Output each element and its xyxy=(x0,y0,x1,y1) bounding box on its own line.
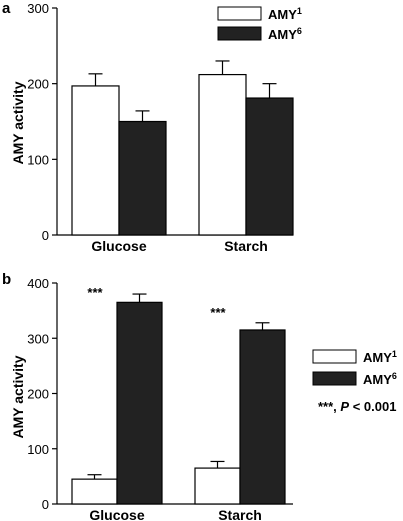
panel-a-bars xyxy=(71,60,294,236)
panel-b-y-axis-label: AMY activity xyxy=(10,355,26,438)
y-tick-label: 100 xyxy=(27,152,49,167)
bar-amy1-starch xyxy=(194,467,241,505)
legend-swatch-amy1 xyxy=(312,349,357,364)
x-category-label: Starch xyxy=(218,507,262,521)
legend-swatch-amy6 xyxy=(312,371,357,386)
y-tick-label: 300 xyxy=(27,1,49,16)
legend-label-amy1: AMY1 xyxy=(363,349,397,365)
panel-b-legend: AMY1 AMY6 ***, P < 0.001 xyxy=(312,349,397,414)
bar-amy6-glucose xyxy=(118,120,167,236)
bar-amy6-starch xyxy=(239,329,286,505)
bar-amy1-glucose xyxy=(71,85,120,236)
panel-b-letter: b xyxy=(2,271,11,288)
panel-a-legend: AMY1 AMY6 xyxy=(217,6,302,42)
panel-a-letter: a xyxy=(2,0,11,17)
panel-b: b AMY activity 0 100 200 300 400 Glucose Starc… xyxy=(2,271,397,521)
bar-amy6-starch xyxy=(245,97,294,236)
x-category-label: Starch xyxy=(224,238,268,254)
y-tick-label: 200 xyxy=(27,387,49,402)
y-tick-label: 100 xyxy=(27,442,49,457)
significance-note: ***, P < 0.001 xyxy=(318,399,396,414)
y-tick-label: 200 xyxy=(27,77,49,92)
significance-marker: *** xyxy=(87,285,103,300)
legend-swatch-amy1 xyxy=(217,6,262,21)
bar-amy6-glucose xyxy=(116,301,163,505)
panel-b-bars: *** *** xyxy=(71,285,286,505)
panel-a-axes: 0 100 200 300 Glucose Starch xyxy=(27,1,293,254)
panel-a: a AMY activity 0 100 200 300 Glucose Starch A… xyxy=(2,0,302,254)
significance-marker: *** xyxy=(210,305,226,320)
x-category-label: Glucose xyxy=(89,507,144,521)
panel-a-y-axis-label: AMY activity xyxy=(10,81,26,164)
bar-amy1-starch xyxy=(198,73,247,236)
y-tick-label: 400 xyxy=(27,276,49,291)
legend-label-amy1: AMY1 xyxy=(268,6,302,22)
x-category-label: Glucose xyxy=(91,238,146,254)
y-tick-label: 300 xyxy=(27,331,49,346)
bar-amy1-glucose xyxy=(71,478,118,505)
legend-swatch-amy6 xyxy=(217,26,262,41)
y-tick-label: 0 xyxy=(42,497,49,512)
legend-label-amy6: AMY6 xyxy=(268,26,302,42)
y-tick-label: 0 xyxy=(42,228,49,243)
legend-label-amy6: AMY6 xyxy=(363,371,397,387)
